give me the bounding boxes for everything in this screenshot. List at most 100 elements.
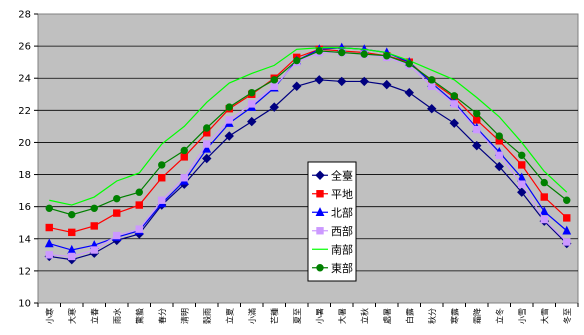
series-line — [49, 50, 568, 216]
y-tick-label: 16 — [18, 202, 31, 213]
data-point — [68, 252, 76, 261]
data-point — [113, 209, 121, 217]
x-tick-label: 霜降 — [472, 308, 482, 324]
data-point — [135, 188, 143, 196]
series-line — [49, 47, 568, 206]
y-tick-label: 24 — [18, 74, 31, 85]
legend-item: 東部 — [312, 261, 353, 275]
y-tick-label: 14 — [18, 234, 31, 245]
x-tick-label: 雨水 — [112, 308, 122, 324]
data-point — [383, 52, 391, 60]
series-line — [49, 48, 568, 233]
legend-marker — [316, 264, 324, 272]
data-point — [225, 116, 233, 124]
data-point — [203, 140, 211, 148]
data-point — [518, 180, 526, 188]
data-point — [337, 76, 347, 87]
data-point — [45, 251, 53, 259]
data-point — [113, 194, 121, 203]
data-point — [68, 228, 76, 237]
x-tick-label: 穀雨 — [202, 308, 212, 324]
data-point — [428, 82, 436, 90]
data-point — [405, 60, 413, 68]
data-point — [517, 187, 527, 197]
legend-label: 東部 — [331, 261, 353, 275]
data-point — [203, 124, 211, 132]
data-point — [225, 103, 233, 111]
data-point — [473, 125, 481, 134]
y-tick-label: 22 — [18, 106, 31, 117]
legend-item: 西部 — [312, 224, 353, 238]
data-point — [292, 81, 302, 91]
data-point — [135, 225, 143, 233]
data-point — [248, 88, 256, 97]
data-point — [90, 222, 98, 230]
data-point — [180, 146, 188, 155]
data-point — [135, 201, 143, 209]
data-point — [202, 143, 212, 153]
x-tick-label: 立夏 — [224, 308, 234, 324]
legend-marker — [316, 190, 324, 198]
series-layer — [44, 42, 572, 265]
data-point — [494, 161, 504, 172]
data-point — [68, 210, 76, 219]
data-point — [45, 204, 53, 212]
x-tick-label: 小滿 — [247, 308, 257, 324]
data-point — [495, 132, 503, 140]
data-point — [539, 206, 549, 216]
data-point — [248, 100, 256, 108]
x-tick-label: 立秋 — [359, 308, 369, 324]
data-point — [563, 196, 571, 204]
x-tick-label: 冬至 — [562, 308, 572, 324]
x-tick-label: 立冬 — [494, 308, 504, 324]
legend-item: 南部 — [312, 242, 353, 256]
data-point — [427, 104, 437, 114]
data-point — [293, 56, 301, 65]
data-point — [224, 131, 234, 141]
x-tick-label: 小寒 — [44, 308, 54, 324]
series-5 — [49, 47, 568, 206]
series-line — [49, 47, 568, 251]
legend-item: 北部 — [312, 205, 353, 219]
data-point — [158, 196, 166, 204]
legend-box — [307, 161, 357, 282]
data-point — [382, 79, 392, 90]
x-tick-label: 大寒 — [67, 308, 77, 324]
data-point — [314, 75, 324, 85]
series-line — [49, 51, 568, 258]
data-point — [360, 50, 368, 58]
data-point — [540, 193, 548, 201]
x-tick-label: 芒種 — [269, 308, 279, 324]
data-point — [562, 225, 572, 235]
data-point — [472, 140, 482, 151]
data-point — [113, 231, 121, 240]
data-point — [518, 151, 526, 159]
legend-label: 北部 — [331, 205, 353, 219]
data-point — [45, 223, 53, 232]
x-tick-label: 清明 — [179, 308, 189, 324]
data-point — [563, 214, 571, 222]
x-tick-label: 白露 — [404, 308, 414, 324]
x-tick-label: 大暑 — [337, 308, 347, 324]
data-point — [180, 174, 188, 182]
series-6 — [45, 47, 571, 219]
x-tick-label: 處暑 — [382, 308, 392, 324]
data-point — [563, 238, 571, 246]
data-point — [44, 238, 54, 248]
y-axis-ticks: 10 12 14 16 18 20 22 24 26 28 — [18, 10, 38, 310]
x-tick-label: 小雪 — [518, 308, 527, 324]
x-tick-label: 寒露 — [449, 308, 459, 324]
y-tick-label: 20 — [18, 138, 31, 149]
data-point — [90, 246, 98, 254]
data-point — [540, 215, 548, 224]
data-point — [180, 153, 188, 161]
data-point — [158, 161, 166, 169]
data-point — [449, 118, 459, 128]
data-point — [359, 76, 369, 87]
x-tick-label: 大雪 — [539, 308, 549, 324]
legend-label: 西部 — [331, 224, 353, 238]
y-tick-label: 18 — [18, 170, 31, 181]
data-point — [473, 109, 481, 118]
